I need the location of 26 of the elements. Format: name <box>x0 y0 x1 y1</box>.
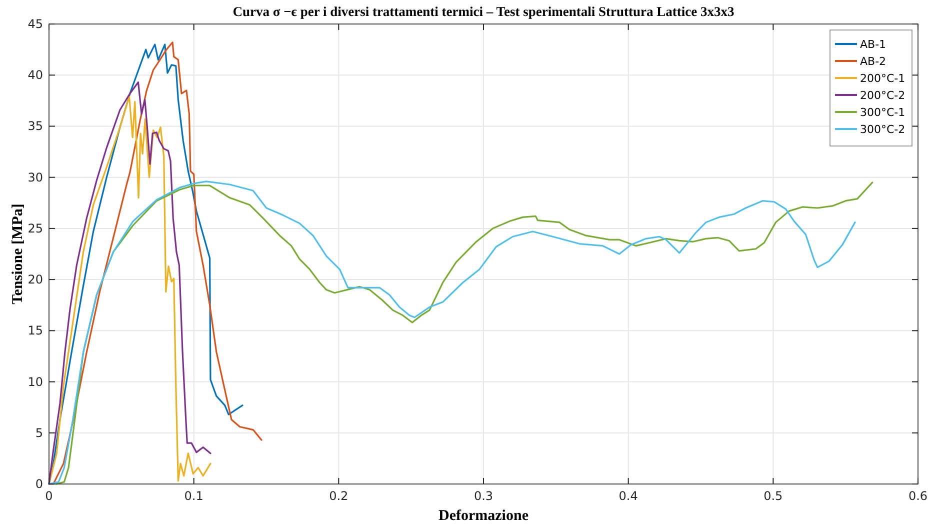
legend-label: 200°C-1 <box>860 72 906 85</box>
y-tick-label: 40 <box>28 68 43 82</box>
y-tick-label: 5 <box>35 426 43 440</box>
x-tick-label: 0 <box>45 489 53 503</box>
x-tick-label: 0.6 <box>908 489 928 503</box>
y-tick-label: 25 <box>28 221 43 236</box>
legend-label: AB-2 <box>860 55 886 68</box>
legend-label: 300°C-2 <box>860 123 906 136</box>
x-tick-label: 0.5 <box>764 489 783 503</box>
legend-label: AB-1 <box>860 38 886 51</box>
x-axis-title: Deformazione <box>438 508 529 524</box>
y-axis-title: Tensione [MPa] <box>10 204 26 304</box>
x-tick-label: 0.4 <box>618 489 638 503</box>
x-tick-label: 0.1 <box>184 489 204 503</box>
y-tick-label: 20 <box>28 272 43 287</box>
y-tick-label: 10 <box>28 374 43 389</box>
x-tick-label: 0.3 <box>474 489 494 503</box>
y-tick-label: 0 <box>35 477 43 491</box>
legend-label: 200°C-2 <box>860 89 906 102</box>
y-tick-label: 45 <box>28 17 43 31</box>
chart-title: Curva σ −ϵ per i diversi trattamenti termici – Test sperimentali Struttura Lattice 3x3x3 <box>232 4 734 19</box>
legend-label: 300°C-1 <box>860 106 906 119</box>
y-tick-label: 30 <box>28 170 43 184</box>
y-tick-label: 15 <box>28 324 43 338</box>
x-tick-label: 0.2 <box>329 489 348 503</box>
y-tick-label: 35 <box>28 119 43 134</box>
